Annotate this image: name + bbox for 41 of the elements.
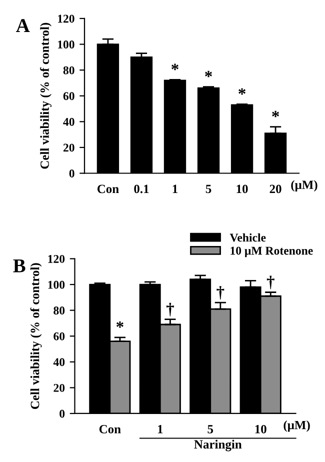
y-tick-label: 80 bbox=[63, 66, 74, 74]
y-tick-label: 0 bbox=[69, 169, 74, 178]
annotation: * bbox=[272, 110, 280, 118]
x-tick-label: 5 bbox=[206, 184, 212, 194]
x-tick-label: 1 bbox=[172, 184, 178, 194]
annotation: † bbox=[266, 276, 274, 290]
y-tick-label: 40 bbox=[53, 358, 65, 366]
y-tick-label: 40 bbox=[63, 118, 74, 126]
x-tick-label: Con bbox=[97, 184, 119, 194]
y-axis-title: Cell viability (% of control) bbox=[40, 22, 52, 169]
y-axis-title: Cell viability (% of control) bbox=[30, 263, 42, 409]
y-tick-label: 20 bbox=[54, 384, 65, 392]
chart-title: A bbox=[16, 19, 30, 32]
legend-label: Vehicle bbox=[230, 233, 266, 242]
x-tick-label: 10 bbox=[236, 184, 248, 194]
annotation: * bbox=[238, 88, 246, 95]
annotation: * bbox=[172, 64, 178, 70]
x-tick-label: 20 bbox=[270, 184, 282, 194]
text: (μM) bbox=[284, 420, 310, 432]
y-tick-label: 60 bbox=[54, 332, 65, 340]
annotation: † bbox=[216, 286, 224, 300]
y-tick-label: 60 bbox=[63, 92, 74, 100]
y-tick-label: 120 bbox=[48, 254, 65, 263]
y-tick-label: 80 bbox=[54, 306, 65, 315]
annotation: † bbox=[166, 302, 174, 316]
legend-label: 10 μM Rotenone bbox=[230, 246, 313, 258]
x-tick-label: 5 bbox=[208, 425, 214, 434]
y-tick-label: 0 bbox=[60, 410, 65, 418]
x-tick-label: 0.1 bbox=[134, 184, 149, 194]
x-tick-label: 1 bbox=[158, 425, 163, 434]
y-tick-label: 20 bbox=[63, 144, 74, 152]
x-tick-label: 10 bbox=[255, 424, 266, 434]
chart-title: B bbox=[13, 259, 26, 272]
text: Naringin bbox=[194, 440, 242, 452]
y-tick-label: 100 bbox=[48, 280, 65, 289]
y-tick-label: 120 bbox=[58, 14, 74, 23]
x-tick-label: Con bbox=[99, 425, 121, 434]
text: (μM) bbox=[291, 180, 318, 192]
annotation: * bbox=[205, 70, 212, 78]
annotation: * bbox=[116, 321, 124, 328]
y-tick-label: 100 bbox=[58, 40, 74, 48]
